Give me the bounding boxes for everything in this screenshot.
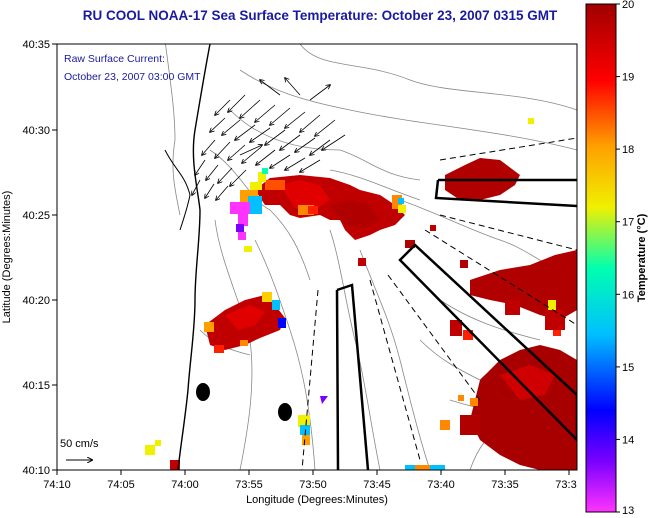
x-tick-label: 74:10 xyxy=(43,479,71,491)
plot-content: Raw Surface Current: October 23, 2007 03… xyxy=(60,44,577,470)
x-tick-label: 73:45 xyxy=(363,479,391,491)
colorbar-tick-label: 19 xyxy=(622,72,634,84)
x-tick-label: 73:50 xyxy=(299,479,327,491)
x-axis-label: Longitude (Degrees:Minutes) xyxy=(246,494,388,506)
annotation-line1: Raw Surface Current: xyxy=(64,53,165,65)
colorbar xyxy=(585,3,617,513)
colorbar-tick-label: 16 xyxy=(622,289,634,301)
y-tick-label: 40:25 xyxy=(22,210,50,222)
colorbar-tick-labels: 20 19 18 17 16 15 14 13 xyxy=(622,0,634,517)
colorbar-tick-label: 13 xyxy=(622,505,634,517)
x-tick-label: 73:55 xyxy=(235,479,263,491)
sst-patches xyxy=(145,118,577,470)
y-tick-label: 40:15 xyxy=(22,380,50,392)
y-axis-label: Latitude (Degrees:Minutes) xyxy=(1,191,13,324)
y-tick-label: 40:35 xyxy=(22,39,50,51)
buoy-marker xyxy=(196,383,210,401)
annotation-line2: October 23, 2007 03:00 GMT xyxy=(64,71,201,83)
colorbar-tick-label: 20 xyxy=(622,0,634,11)
x-tick-label: 73:3 xyxy=(555,479,576,491)
y-tick-label: 40:10 xyxy=(22,465,50,477)
buoy-marker xyxy=(278,403,292,421)
x-tick-label: 74:05 xyxy=(107,479,135,491)
shipping-lanes xyxy=(301,137,577,470)
x-tick-label: 74:00 xyxy=(171,479,199,491)
colorbar-label: Temperature (°C) xyxy=(636,213,648,302)
scale-arrow-label: 50 cm/s xyxy=(60,438,99,450)
plot-frame xyxy=(56,43,578,471)
colorbar-tick-label: 15 xyxy=(622,362,634,374)
map-title: RU COOL NOAA-17 Sea Surface Temperature:… xyxy=(82,8,558,23)
y-tick-label: 40:30 xyxy=(22,125,50,137)
y-tick-label: 40:20 xyxy=(22,295,50,307)
x-tick-label: 73:35 xyxy=(491,479,519,491)
colorbar-tick-label: 14 xyxy=(622,434,634,446)
x-tick-label: 73:40 xyxy=(427,479,455,491)
colorbar-tick-label: 18 xyxy=(622,144,634,156)
coastline xyxy=(177,44,211,470)
x-tick-labels: 74:10 74:05 74:00 73:55 73:50 73:45 73:4… xyxy=(43,479,576,491)
y-tick-labels: 40:35 40:30 40:25 40:20 40:15 40:10 xyxy=(22,39,50,477)
colorbar-tick-label: 17 xyxy=(622,217,634,229)
surface-current-vectors xyxy=(192,78,346,200)
